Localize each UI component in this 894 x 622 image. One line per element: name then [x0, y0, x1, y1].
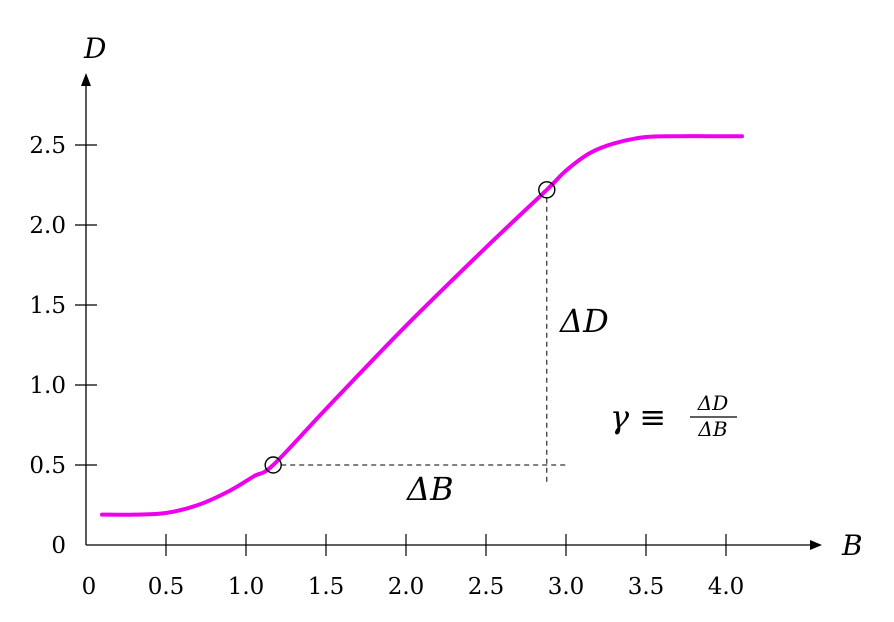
gamma-denominator: ΔB: [697, 417, 727, 441]
y-axis-arrow-icon: [81, 73, 91, 86]
x-tick-label: 4.0: [708, 574, 745, 600]
y-ticks: 0 0.5 1.0 1.5 2.0 2.5: [29, 133, 97, 559]
series-line: [102, 136, 742, 515]
x-tick-label: 2.5: [468, 574, 505, 600]
x-tick-label: 1.5: [308, 574, 345, 600]
gamma-definition: γ ≡ ΔD ΔB: [610, 391, 737, 441]
x-tick-label: 3.0: [548, 574, 585, 600]
x-tick-label: 3.5: [628, 574, 665, 600]
y-tick-label: 2.0: [29, 213, 66, 239]
y-tick-label: 0: [51, 533, 66, 559]
x-axis-arrow-icon: [810, 540, 822, 550]
x-tick-label: 2.0: [388, 574, 425, 600]
delta-d-label: ΔD: [558, 302, 609, 340]
gamma-numerator: ΔD: [697, 391, 728, 415]
x-tick-label: 1.0: [228, 574, 265, 600]
x-tick-label: 0.5: [148, 574, 185, 600]
y-tick-label: 1.0: [29, 373, 66, 399]
y-axis-title: D: [83, 32, 106, 65]
x-ticks: 0 0.5 1.0 1.5 2.0 2.5 3.0 3.5 4.0: [82, 534, 745, 600]
gamma-symbol: γ ≡: [610, 398, 666, 436]
x-tick-label: 0: [82, 574, 97, 600]
delta-b-label: ΔB: [405, 470, 454, 508]
y-tick-label: 1.5: [29, 293, 66, 319]
y-tick-label: 0.5: [29, 453, 66, 479]
x-axis-title: B: [841, 529, 863, 562]
y-tick-label: 2.5: [29, 133, 66, 159]
